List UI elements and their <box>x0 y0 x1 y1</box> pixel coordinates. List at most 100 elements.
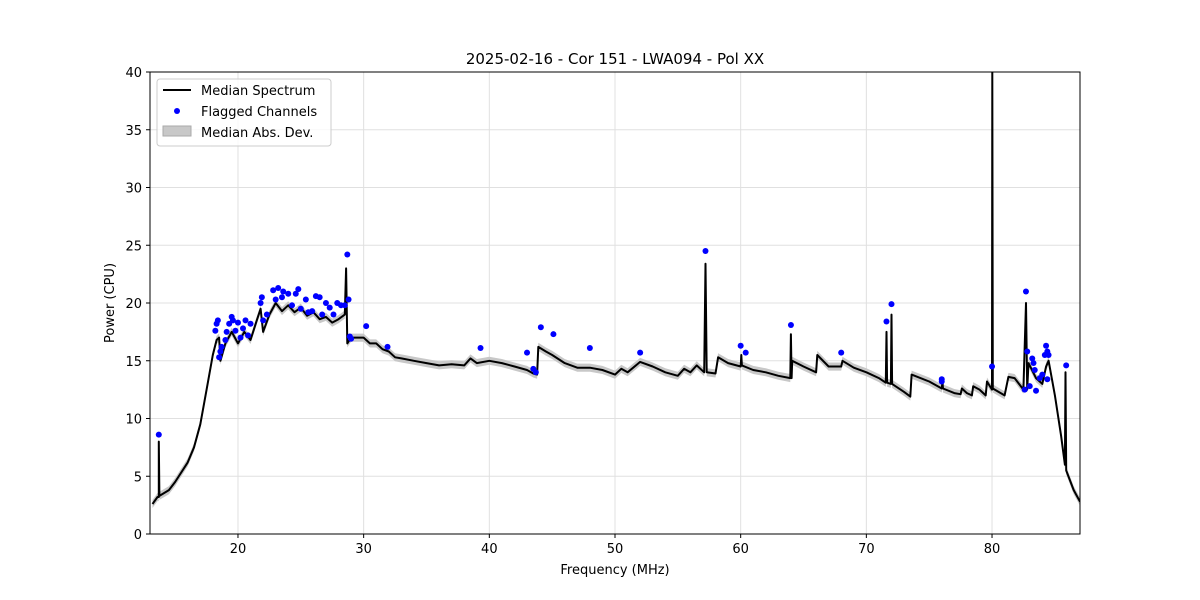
legend-box <box>156 78 332 147</box>
flagged-channel-point <box>263 311 270 318</box>
flagged-channel-point <box>295 286 302 293</box>
flagged-channel-point <box>275 284 282 291</box>
flagged-channel-point <box>214 317 221 324</box>
x-tick-label: 40 <box>481 542 498 557</box>
flagged-channel-point <box>1029 355 1036 362</box>
flagged-channel-point <box>280 288 287 295</box>
grid <box>150 71 1080 535</box>
legend-mad-label: Median Abs. Dev. <box>201 126 313 141</box>
flagged-channel-point <box>216 354 223 361</box>
y-tick-label: 15 <box>125 355 142 370</box>
x-tick-label: 80 <box>984 542 1001 557</box>
flagged-channel-point <box>550 331 557 338</box>
y-axis-label: Power (CPU) <box>103 263 118 343</box>
x-tick-label: 30 <box>355 542 372 557</box>
flagged-channels <box>155 248 1070 438</box>
x-tick-label: 20 <box>230 542 247 557</box>
flagged-channel-point <box>316 294 323 301</box>
y-tick-label: 40 <box>125 66 142 81</box>
legend-mad-swatch <box>162 125 192 137</box>
flagged-channel-point <box>1039 371 1046 378</box>
flagged-channel-point <box>258 294 265 301</box>
legend-median-label: Median Spectrum <box>201 84 315 99</box>
flagged-channel-point <box>345 296 352 303</box>
flagged-channel-point <box>1033 387 1040 394</box>
flagged-channel-point <box>737 342 744 349</box>
flagged-channel-point <box>1026 383 1033 390</box>
flagged-channel-point <box>989 363 996 370</box>
flagged-channel-point <box>234 319 241 326</box>
flagged-channel-point <box>586 345 593 352</box>
y-tick-label: 0 <box>134 528 142 543</box>
y-tick-label: 35 <box>125 124 142 139</box>
flagged-channel-point <box>319 311 326 318</box>
flagged-channel-point <box>637 349 644 356</box>
flagged-channel-point <box>363 323 370 330</box>
flagged-channel-point <box>348 335 355 342</box>
flagged-channel-point <box>257 300 264 306</box>
flagged-channel-point <box>278 294 285 301</box>
flagged-channel-point <box>218 343 225 350</box>
flagged-channel-point <box>229 317 236 324</box>
flagged-channel-point <box>838 349 845 356</box>
flagged-channel-point <box>232 327 239 334</box>
flagged-channel-point <box>260 317 267 324</box>
flagged-channel-point <box>270 287 277 294</box>
x-axis-label: Frequency (MHz) <box>560 563 669 578</box>
y-tick-label: 10 <box>125 413 142 428</box>
chart-title: 2025-02-16 - Cor 151 - LWA094 - Pol XX <box>466 50 764 68</box>
flagged-channel-point <box>1031 366 1038 373</box>
y-tick-label: 25 <box>125 239 142 254</box>
flagged-channel-point <box>285 290 292 297</box>
flagged-channel-point <box>245 332 252 339</box>
flagged-channel-point <box>1021 386 1028 393</box>
flagged-channel-point <box>384 343 391 350</box>
y-tick-label: 30 <box>125 182 142 197</box>
flagged-channel-point <box>330 311 337 318</box>
flagged-channel-point <box>212 327 219 334</box>
flagged-channel-point <box>247 320 254 327</box>
median-spectrum-line <box>151 72 1080 505</box>
flagged-channel-point <box>888 301 895 308</box>
flagged-channel-point <box>1044 376 1051 383</box>
flagged-channel-point <box>537 324 544 331</box>
flagged-channel-point <box>1022 288 1029 295</box>
x-tick-label: 60 <box>732 542 749 557</box>
flagged-channel-point <box>155 431 162 438</box>
flagged-channel-point <box>326 304 333 311</box>
flagged-channel-point <box>1024 348 1031 355</box>
y-tick-label: 20 <box>125 297 142 312</box>
flagged-channel-point <box>1063 362 1070 369</box>
x-tick-label: 50 <box>607 542 624 557</box>
flagged-channel-point <box>226 320 233 327</box>
flagged-channel-point <box>477 345 484 352</box>
flagged-channel-point <box>787 321 794 328</box>
flagged-channel-point <box>217 348 224 355</box>
flagged-channel-point <box>222 336 229 343</box>
flagged-channel-point <box>524 349 531 356</box>
flagged-channel-point <box>237 334 244 341</box>
flagged-channel-point <box>242 317 249 324</box>
flagged-channel-point <box>292 290 299 297</box>
flagged-channel-point <box>344 251 351 258</box>
flagged-channel-point <box>702 248 709 255</box>
axis-ticks: 20 30 40 50 60 70 80 0 5 10 15 20 25 30 35 40 <box>125 66 1000 557</box>
flagged-channel-point <box>341 302 348 309</box>
flagged-channel-point <box>223 328 230 335</box>
flagged-channel-point <box>883 318 890 325</box>
flagged-channel-point <box>289 302 296 309</box>
flagged-channel-point <box>742 349 749 356</box>
flagged-channel-point <box>1030 360 1037 367</box>
legend-flagged-label: Flagged Channels <box>201 105 317 120</box>
flagged-channel-point <box>322 300 329 306</box>
flagged-channel-point <box>272 296 279 303</box>
flagged-channel-point <box>1045 351 1052 358</box>
flagged-channel-point <box>297 305 304 312</box>
flagged-channel-point <box>240 325 246 332</box>
flagged-channel-point <box>1043 342 1050 349</box>
legend-flagged-swatch <box>174 108 180 114</box>
legend: Median Spectrum Flagged Channels Median … <box>156 78 332 147</box>
flagged-channel-point <box>309 308 316 315</box>
x-tick-label: 70 <box>858 542 875 557</box>
